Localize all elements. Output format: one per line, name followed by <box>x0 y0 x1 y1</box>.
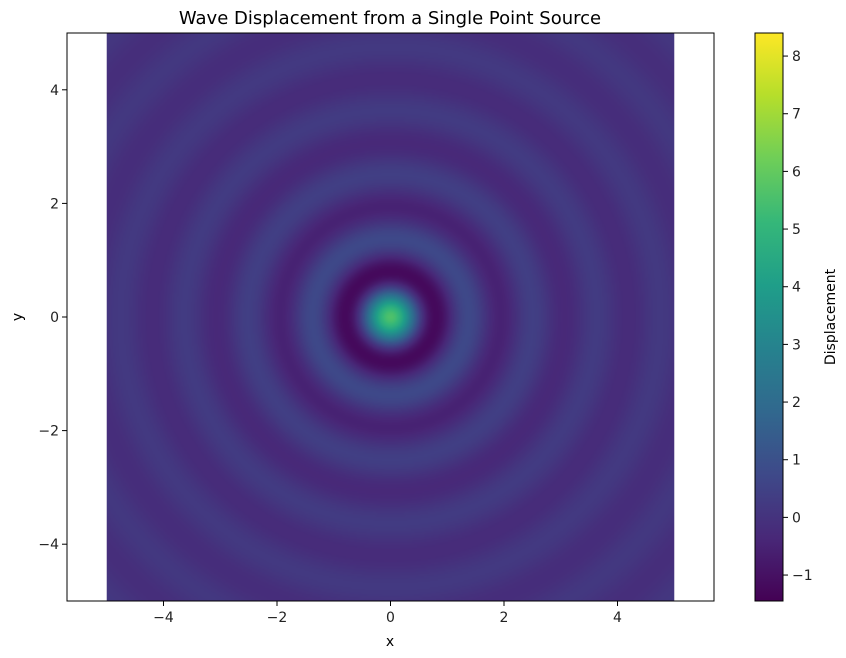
y-axis-ticks: −4 −2 0 2 4 <box>38 83 67 553</box>
colorbar-label: Displacement <box>823 268 839 365</box>
colorbar-tick-label: 3 <box>792 337 801 353</box>
y-tick-label: 4 <box>50 83 59 99</box>
colorbar-tick-label: −1 <box>792 568 813 584</box>
colorbar-tick-label: 8 <box>792 49 801 65</box>
colorbar-tick-label: 1 <box>792 453 801 469</box>
y-tick-label: 0 <box>50 310 59 326</box>
plot-area <box>66 32 715 602</box>
x-axis-ticks: −4 −2 0 2 4 <box>153 601 622 626</box>
x-tick-label: −4 <box>153 610 174 626</box>
colorbar-tick-label: 7 <box>792 107 801 123</box>
colorbar-bar <box>754 32 784 602</box>
y-tick-label: 2 <box>50 196 59 212</box>
x-axis-label: x <box>386 634 394 650</box>
colorbar-tick-label: 6 <box>792 164 801 180</box>
y-axis-label: y <box>10 313 26 321</box>
colorbar-tick-label: 0 <box>792 510 801 526</box>
y-tick-label: −2 <box>38 424 59 440</box>
x-tick-label: −2 <box>267 610 288 626</box>
x-tick-label: 2 <box>500 610 509 626</box>
chart-title: Wave Displacement from a Single Point So… <box>179 8 601 29</box>
y-tick-label: −4 <box>38 537 59 553</box>
heatmap-image <box>106 33 675 601</box>
colorbar: −1 0 1 2 3 4 5 6 7 8 Displacement <box>754 32 839 602</box>
colorbar-tick-label: 5 <box>792 222 801 238</box>
colorbar-tick-label: 2 <box>792 395 801 411</box>
colorbar-ticks: −1 0 1 2 3 4 5 6 7 8 <box>783 49 813 584</box>
x-tick-label: 0 <box>386 610 395 626</box>
x-tick-label: 4 <box>613 610 622 626</box>
colorbar-tick-label: 4 <box>792 280 801 296</box>
